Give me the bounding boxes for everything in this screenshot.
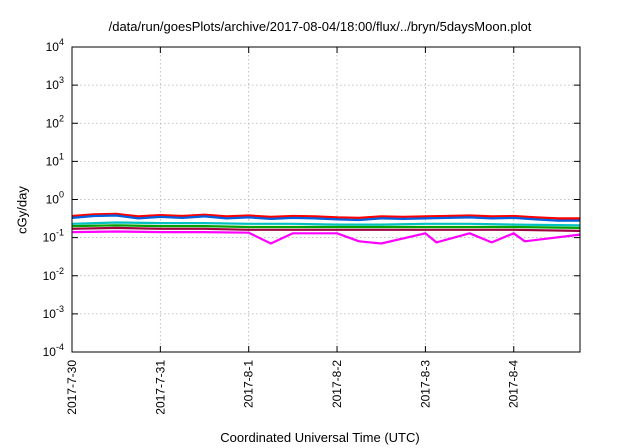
y-tick-label: 101 bbox=[46, 151, 64, 168]
series-line-3 bbox=[71, 221, 581, 227]
series-line-5 bbox=[71, 226, 581, 232]
chart-title: /data/run/goesPlots/archive/2017-08-04/1… bbox=[108, 19, 532, 34]
y-tick-label: 104 bbox=[46, 37, 64, 54]
y-tick-label: 10-2 bbox=[43, 266, 64, 283]
series-line-4 bbox=[71, 224, 581, 229]
x-axis-label: Coordinated Universal Time (UTC) bbox=[220, 430, 420, 445]
grid bbox=[72, 47, 580, 352]
series-lines bbox=[71, 212, 581, 245]
y-tick-label: 103 bbox=[46, 75, 64, 92]
x-tick-label: 2017-8-1 bbox=[242, 360, 256, 408]
x-tick-label: 2017-7-31 bbox=[153, 360, 167, 415]
x-tick-label: 2017-8-4 bbox=[507, 360, 521, 408]
x-tick-label: 2017-7-30 bbox=[65, 360, 79, 415]
series-line-1 bbox=[71, 212, 580, 220]
y-tick-label: 102 bbox=[46, 113, 64, 130]
y-tick-label: 10-3 bbox=[43, 304, 64, 321]
series-line-6 bbox=[71, 230, 581, 245]
x-tick-label: 2017-8-2 bbox=[330, 360, 344, 408]
axis-ticks: 10-4 10-3 10-2 10-1 100 101 102 103 104 2017-7-30… bbox=[43, 37, 580, 415]
x-tick-label: 2017-8-3 bbox=[418, 360, 432, 408]
series-line-2 bbox=[71, 214, 580, 222]
y-tick-label: 10-4 bbox=[43, 342, 64, 359]
y-tick-label: 10-1 bbox=[43, 228, 64, 245]
y-tick-label: 100 bbox=[46, 190, 64, 207]
